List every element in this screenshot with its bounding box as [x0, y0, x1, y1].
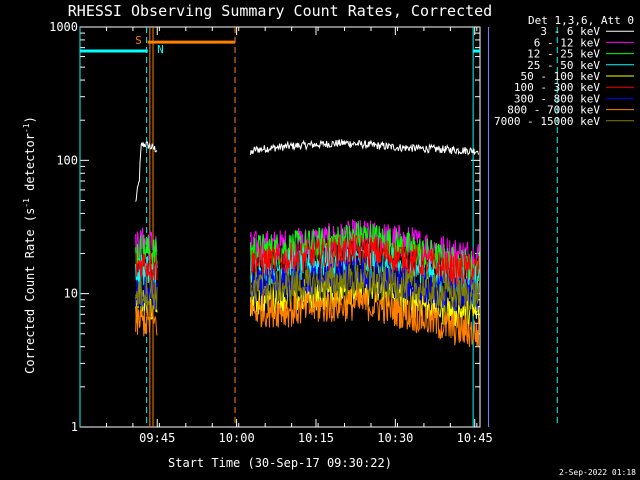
legend-label: 300 - 800 keV: [514, 92, 600, 105]
y-axis-label-mid: detector: [23, 133, 37, 198]
y-axis-label-sup-1: -1: [22, 198, 31, 208]
footer-timestamp: 2-Sep-2022 01:18: [559, 468, 636, 477]
y-axis-label-sup-2: -1: [22, 123, 31, 133]
y-axis-label-end: ): [23, 116, 37, 123]
x-tick-label: 10:15: [298, 431, 334, 445]
series-line-1: [249, 139, 480, 156]
legend-header: Det 1,3,6, Att 0: [528, 14, 634, 27]
x-tick-label: 10:00: [219, 431, 255, 445]
y-tick-label: 1000: [49, 20, 78, 34]
series-line-6: [249, 233, 480, 288]
series-line-1: [135, 141, 158, 202]
x-axis-label: Start Time (30-Sep-17 09:30:22): [168, 456, 392, 470]
x-tick-label: 10:30: [377, 431, 413, 445]
legend-label: 3 - 6 keV: [540, 25, 600, 38]
legend-label: 100 - 300 keV: [514, 81, 600, 94]
legend-label: 6 - 12 keV: [534, 36, 601, 49]
legend-label: 25 - 50 keV: [527, 59, 600, 72]
series-line-9: [135, 276, 158, 310]
flag-label-saa: S: [135, 34, 142, 47]
x-tick-label: 09:45: [139, 431, 175, 445]
legend-label: 7000 - 15000 keV: [494, 115, 600, 128]
y-tick-label: 100: [56, 153, 78, 167]
x-tick-label: 10:45: [457, 431, 493, 445]
legend-label: 50 - 100 keV: [521, 70, 601, 83]
series-line-8: [249, 286, 480, 348]
chart-title: RHESSI Observing Summary Count Rates, Co…: [68, 2, 492, 20]
series-line-9: [249, 261, 480, 311]
y-axis-label: Corrected Count Rate (s-1 detector-1): [22, 116, 37, 374]
plot-area: 1 10 100 1000 09:45 10:00 10:15 10:30 10:45 S N: [49, 20, 558, 445]
flag-label-night_label: N: [157, 43, 164, 56]
y-axis-label-main: Corrected Count Rate (s: [23, 208, 37, 374]
legend-label: 800 - 7000 keV: [507, 104, 600, 117]
series-line-8: [135, 305, 158, 337]
y-tick-label: 10: [64, 287, 78, 301]
legend-label: 12 - 25 keV: [527, 48, 600, 61]
series-line-3: [249, 221, 480, 282]
series-line-7: [249, 257, 480, 312]
y-tick-label: 1: [71, 420, 78, 434]
